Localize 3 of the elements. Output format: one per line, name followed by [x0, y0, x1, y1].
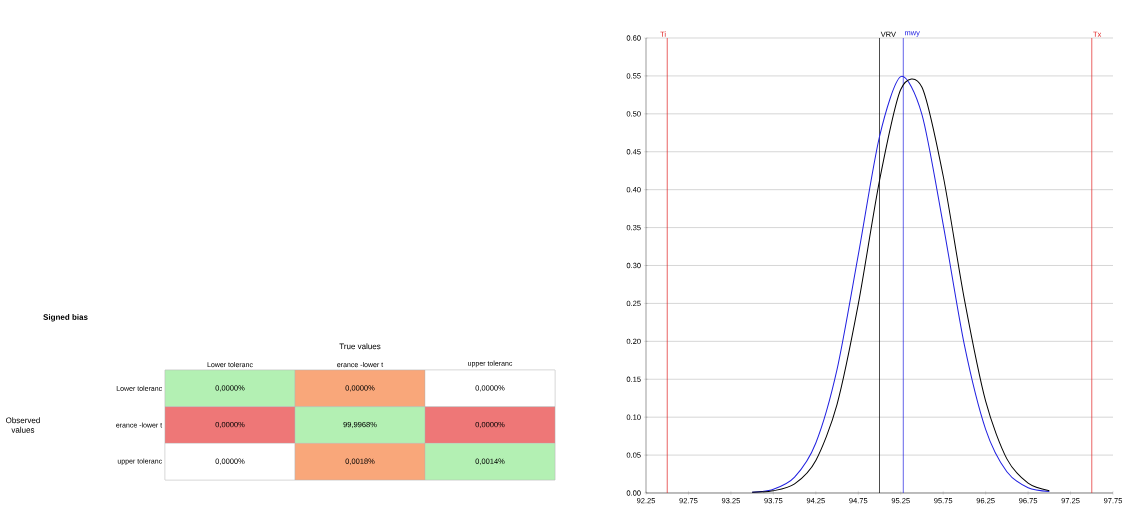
- text: True values: [339, 343, 381, 350]
- text: Observed values: [5, 417, 40, 433]
- text: Signed bias: [43, 314, 88, 322]
